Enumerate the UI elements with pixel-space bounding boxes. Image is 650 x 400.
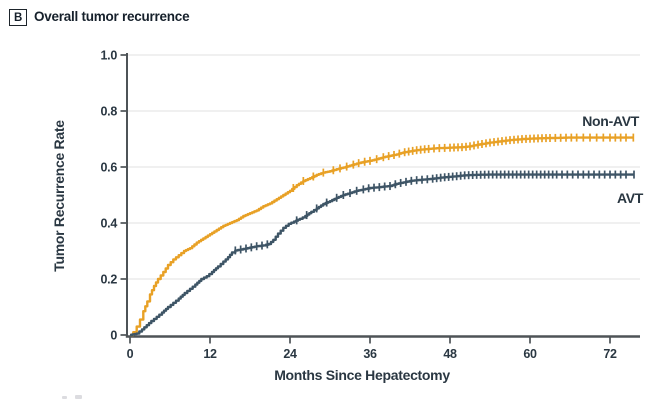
x-axis-title: Months Since Hepatectomy — [274, 367, 450, 383]
x-tick-label: 24 — [283, 347, 297, 361]
panel-label-box: B — [9, 9, 27, 26]
y-tick-label: 0.6 — [101, 161, 118, 175]
series-label-avt: AVT — [617, 190, 644, 206]
y-tick-label: 0 — [110, 329, 117, 343]
x-tick-label: 0 — [127, 347, 134, 361]
x-tick-label: 48 — [443, 347, 457, 361]
y-tick-label: 0.2 — [101, 273, 118, 287]
y-axis-title: Tumor Recurrence Rate — [51, 120, 67, 272]
figure-title: Overall tumor recurrence — [34, 9, 190, 24]
x-tick-label: 12 — [203, 347, 217, 361]
figure-header: B Overall tumor recurrence — [0, 0, 650, 30]
panel-label: B — [13, 11, 23, 24]
x-tick-label: 36 — [363, 347, 377, 361]
series-curve-avt — [130, 173, 634, 337]
y-tick-label: 0.4 — [101, 217, 118, 231]
y-tick-label: 1.0 — [101, 49, 118, 63]
cropped-text-artifact — [62, 396, 67, 399]
y-tick-label: 0.8 — [101, 105, 118, 119]
x-tick-label: 72 — [603, 347, 617, 361]
x-tick-label: 60 — [523, 347, 537, 361]
series-label-non-avt: Non-AVT — [582, 113, 639, 129]
cropped-text-artifact — [75, 395, 82, 399]
